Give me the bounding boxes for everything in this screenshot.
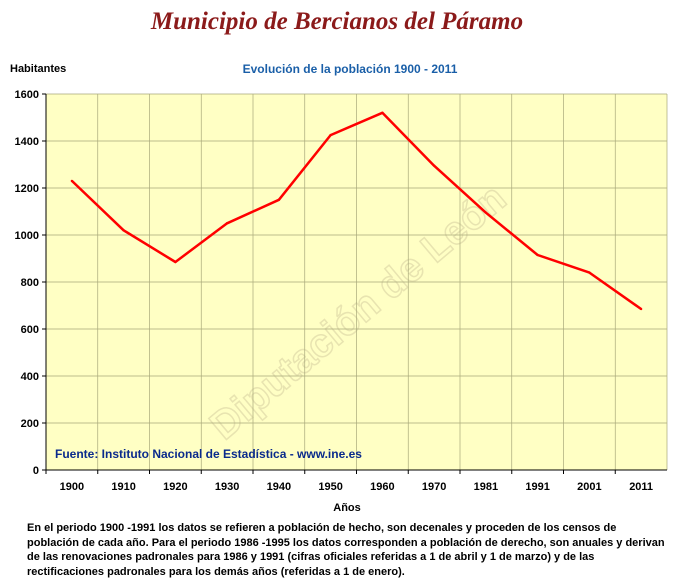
x-tick-label: 2011 <box>629 481 653 493</box>
data-point <box>484 211 488 214</box>
x-tick-label: 2001 <box>577 481 601 493</box>
y-tick-label: 600 <box>21 324 39 336</box>
methodology-note: En el periodo 1900 -1991 los datos se re… <box>27 522 665 578</box>
x-axis-label: Años <box>333 502 361 514</box>
x-tick-label: 1960 <box>370 481 394 493</box>
data-point <box>639 307 643 311</box>
series-line-population <box>71 111 642 311</box>
y-tick-label: 0 <box>33 465 39 477</box>
x-tick-label: 1991 <box>525 481 549 493</box>
data-point <box>174 260 177 264</box>
y-tick-label: 1000 <box>15 230 39 242</box>
source-label: Fuente: Instituto Nacional de Estadístic… <box>55 447 362 461</box>
data-point <box>277 198 281 201</box>
y-tick-label: 800 <box>21 277 39 289</box>
x-tick-label: 1920 <box>163 481 187 493</box>
data-point <box>536 253 539 257</box>
y-tick-label: 200 <box>21 418 39 430</box>
data-point <box>329 133 332 137</box>
y-tick-label: 1400 <box>15 136 39 148</box>
x-tick-label: 1950 <box>318 481 342 493</box>
x-tick-label: 1900 <box>60 481 84 493</box>
data-point <box>70 179 74 183</box>
x-tick-label: 1940 <box>267 481 291 493</box>
data-point <box>381 111 384 115</box>
y-axis-label: Habitantes <box>10 63 66 75</box>
data-point <box>122 229 125 232</box>
x-tick-label: 1910 <box>111 481 135 493</box>
page-title: Municipio de Bercianos del Páramo <box>150 8 524 35</box>
data-point <box>588 271 591 274</box>
x-tick-label: 1930 <box>215 481 239 493</box>
data-point <box>432 164 436 167</box>
x-tick-label: 1970 <box>422 481 446 493</box>
x-tick-label: 1981 <box>474 481 498 493</box>
plot-area: Diputación de León0200400600800100012001… <box>15 89 668 493</box>
y-tick-label: 1600 <box>15 89 39 101</box>
data-point <box>225 222 229 225</box>
y-tick-label: 400 <box>21 371 39 383</box>
y-tick-label: 1200 <box>15 183 39 195</box>
chart-title: Evolución de la población 1900 - 2011 <box>243 62 458 76</box>
